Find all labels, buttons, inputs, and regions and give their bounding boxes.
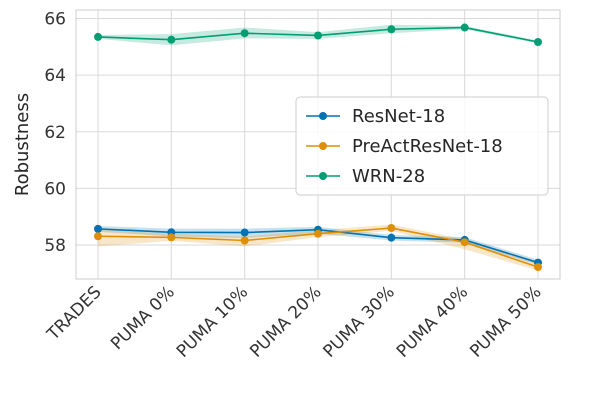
- x-tick-labels: TRADES PUMA 0%PUMA 10%PUMA 20%PUMA 30%PUM…: [43, 282, 546, 361]
- wrn-28-point: [534, 37, 542, 46]
- wrn-28-point: [314, 31, 322, 40]
- y-tick-label: 60: [44, 179, 66, 199]
- wrn-28-point: [94, 32, 102, 41]
- preactresnet-18-point: [460, 238, 469, 247]
- wrn-28-point: [167, 35, 176, 44]
- preactresnet-18-point: [167, 233, 176, 242]
- x-tick-label: PUMA 20%: [246, 282, 325, 361]
- legend-box: [295, 96, 549, 196]
- legend-resnet-18-label: ResNet-18: [352, 106, 445, 127]
- preactresnet-18-point: [240, 236, 249, 245]
- legend-wrn-28-marker: [319, 172, 327, 180]
- resnet-18-point: [387, 233, 396, 242]
- y-tick-label: 66: [44, 9, 66, 29]
- resnet-18-point: [94, 224, 102, 233]
- y-axis-label: Robustness: [12, 93, 33, 196]
- x-tick-label: PUMA 50%: [466, 282, 545, 361]
- wrn-28-point: [240, 29, 249, 38]
- preactresnet-18-band: [98, 224, 538, 271]
- legend-preactresnet-18-label: PreActResNet-18: [352, 136, 503, 157]
- wrn-28-point: [387, 25, 396, 34]
- preactresnet-18-point: [387, 224, 396, 233]
- y-tick-label: 64: [44, 66, 66, 86]
- resnet-18-band: [98, 226, 538, 265]
- y-tick-label: 58: [44, 236, 66, 256]
- x-tick-label: PUMA 10%: [173, 282, 252, 361]
- legend: ResNet-18 PreActResNet-18 WRN-28: [295, 96, 549, 196]
- series-points: [94, 23, 542, 272]
- plot-frame: [75, 9, 561, 280]
- x-tick-label: PUMA 0%: [107, 282, 179, 354]
- wrn-28-point: [460, 23, 469, 32]
- resnet-18-point: [240, 228, 249, 237]
- legend-wrn-28-label: WRN-28: [352, 166, 425, 187]
- y-tick-labels: 58 60 62 64 66: [44, 9, 66, 256]
- legend-preactresnet-18-marker: [319, 142, 327, 150]
- x-tick-label: PUMA 30%: [320, 282, 399, 361]
- preactresnet-18-point: [534, 263, 542, 272]
- y-tick-label: 62: [44, 123, 66, 143]
- preactresnet-18-point: [94, 232, 102, 241]
- preactresnet-18-point: [314, 229, 322, 238]
- legend-resnet-18-marker: [319, 112, 327, 120]
- x-tick-label: TRADES: [43, 282, 106, 345]
- x-tick-label: PUMA 40%: [393, 282, 472, 361]
